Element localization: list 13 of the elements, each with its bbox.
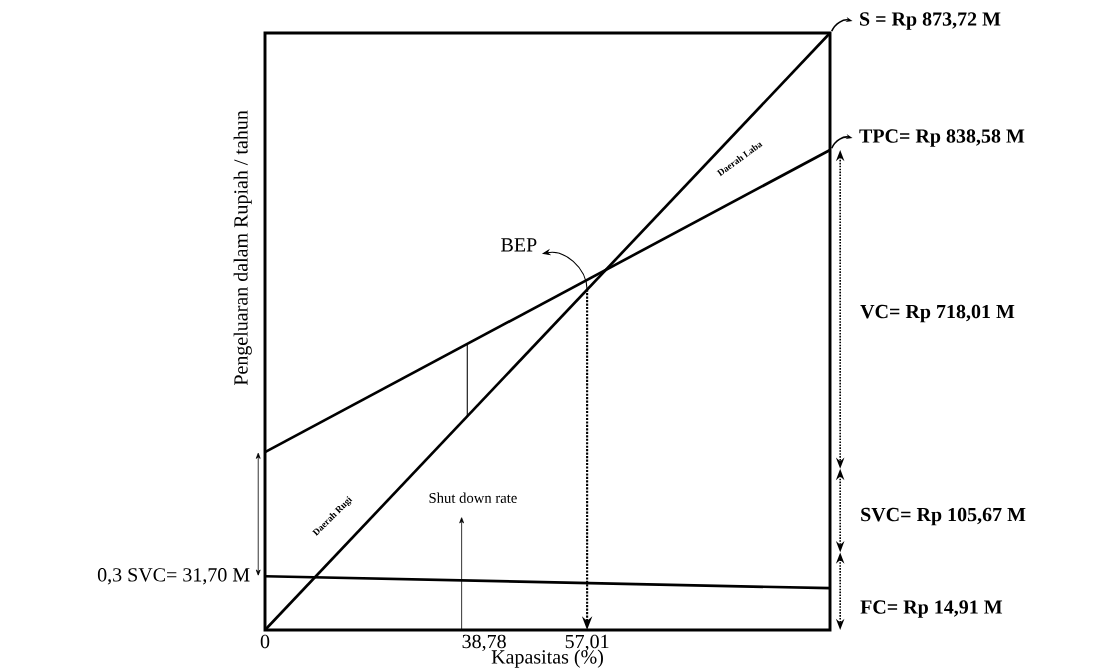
x-tick-label: 0: [260, 634, 270, 649]
annotation: TPC= Rp 838,58 M: [859, 129, 1025, 147]
annotation: BEP: [501, 238, 537, 252]
y-axis-title: Pengeluaran dalam Rupiah / tahun: [233, 110, 252, 386]
x-tick-label: 57,01: [565, 634, 609, 652]
annotation: S = Rp 873,72 M: [860, 12, 1001, 30]
annotation: 0,3 SVC= 31,70 M: [97, 568, 250, 585]
text: FC= Rp 14,91 M: [860, 600, 1003, 618]
text: SVC= Rp 105,67 M: [861, 507, 1026, 526]
text: VC= Rp 718,01 M: [860, 304, 1015, 323]
x-tick-label: 38,78: [462, 634, 506, 652]
x-axis-title: Kapasitas (%): [491, 649, 603, 668]
annotation: Shut down rate: [429, 492, 517, 503]
